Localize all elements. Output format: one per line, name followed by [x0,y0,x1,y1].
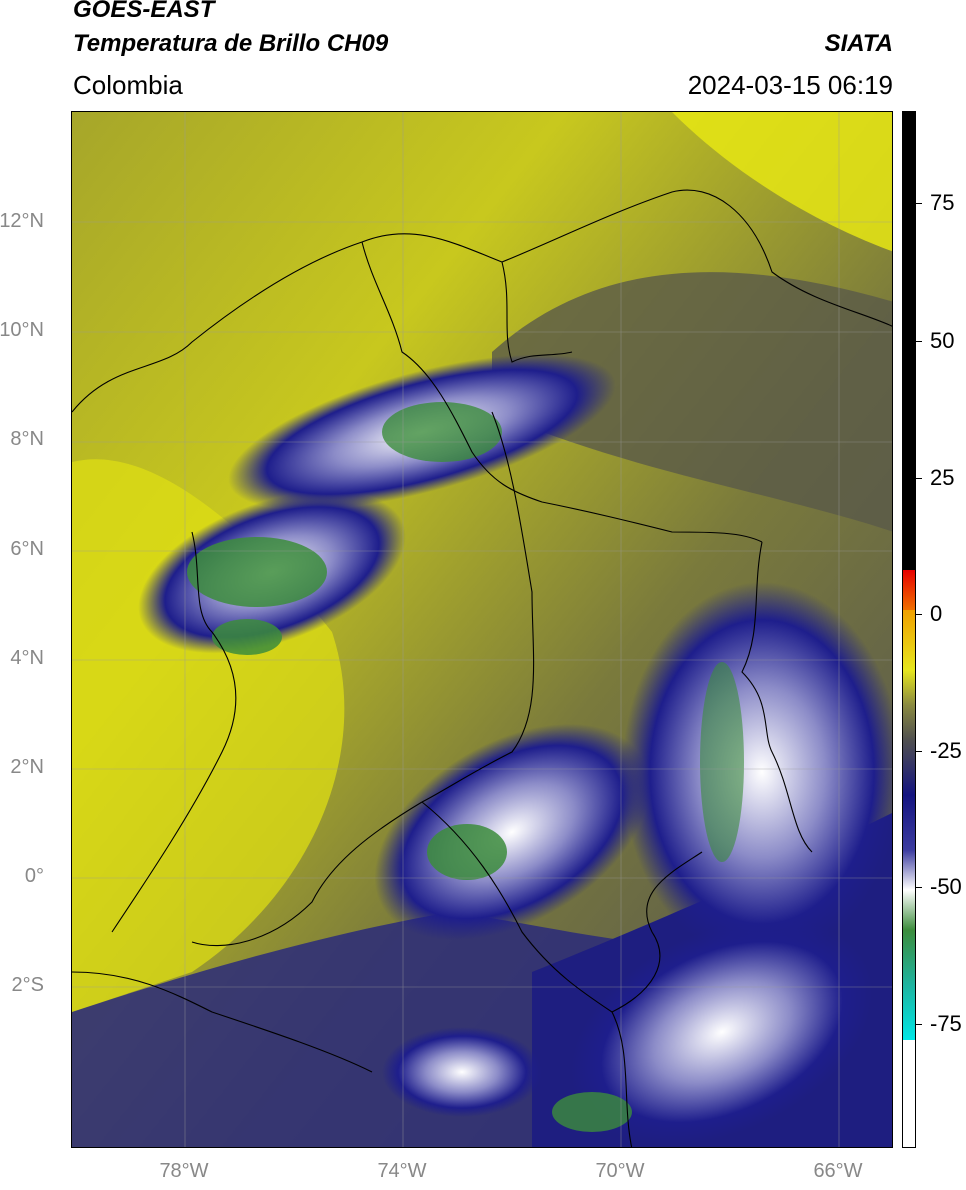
colorbar-label-neg25: -25 [930,738,962,763]
colorbar-tick [916,614,922,615]
storm-east [622,582,892,962]
lat-label-4n: 4°N [10,647,44,669]
lat-label-10n: 10°N [0,319,44,341]
storm-east-core [700,662,744,862]
region-label: Colombia [73,70,183,100]
colorbar-black-segment [903,112,915,570]
storm-south [374,723,650,941]
title-line1: GOES-EAST [73,0,215,23]
colorbar [902,111,916,1148]
lat-label-2n: 2°N [10,756,44,778]
storm-southeast [570,918,874,1146]
storm-west-core [187,537,327,607]
colorbar-green-segment [903,930,915,1040]
lat-label-8n: 8°N [10,428,44,450]
colorbar-tick [916,203,922,204]
map-canvas [72,112,892,1147]
colorbar-tick [916,341,922,342]
colorbar-yellow-segment [903,670,915,740]
colorbar-orange-segment [903,610,915,670]
colorbar-label-neg50: -50 [930,874,962,899]
warm-band [492,272,892,532]
datetime-label: 2024-03-15 06:19 [687,70,893,100]
colorbar-tick [916,1024,922,1025]
title-line2: Temperatura de Brillo CH09 [73,30,389,57]
lat-label-12n: 12°N [0,210,44,232]
colorbar-label-0: 0 [930,601,943,626]
lat-label-6n: 6°N [10,538,44,560]
lat-label-2s: 2°S [11,974,44,996]
lon-label-70w: 70°W [595,1160,645,1182]
storm-southeast-core [552,1092,632,1132]
lat-label-0: 0° [24,865,44,887]
colorbar-tick [916,887,922,888]
lon-label-78w: 78°W [159,1160,209,1182]
colorbar-label-75: 75 [930,190,955,215]
colorbar-red-segment [903,570,915,610]
colorbar-tick [916,478,922,479]
lon-label-66w: 66°W [813,1160,863,1182]
colorbar-white-bottom [903,1040,915,1070]
colorbar-label-50: 50 [930,328,955,353]
storm-south-core [427,824,507,880]
colorbar-label-25: 25 [930,465,955,490]
colorbar-white-segment [903,850,915,930]
gridlines [72,112,892,1147]
storm-north-core [382,402,502,462]
storm-amazon [382,1027,542,1117]
borders [72,189,892,1147]
warm-northeast [672,112,892,252]
agency-label: SIATA [824,30,893,57]
lon-label-74w: 74°W [377,1160,427,1182]
colorbar-blue-segment [903,740,915,850]
storm-west-core2 [212,619,282,655]
satellite-map [71,111,893,1148]
colorbar-tick [916,751,922,752]
colorbar-label-neg75: -75 [930,1011,962,1036]
